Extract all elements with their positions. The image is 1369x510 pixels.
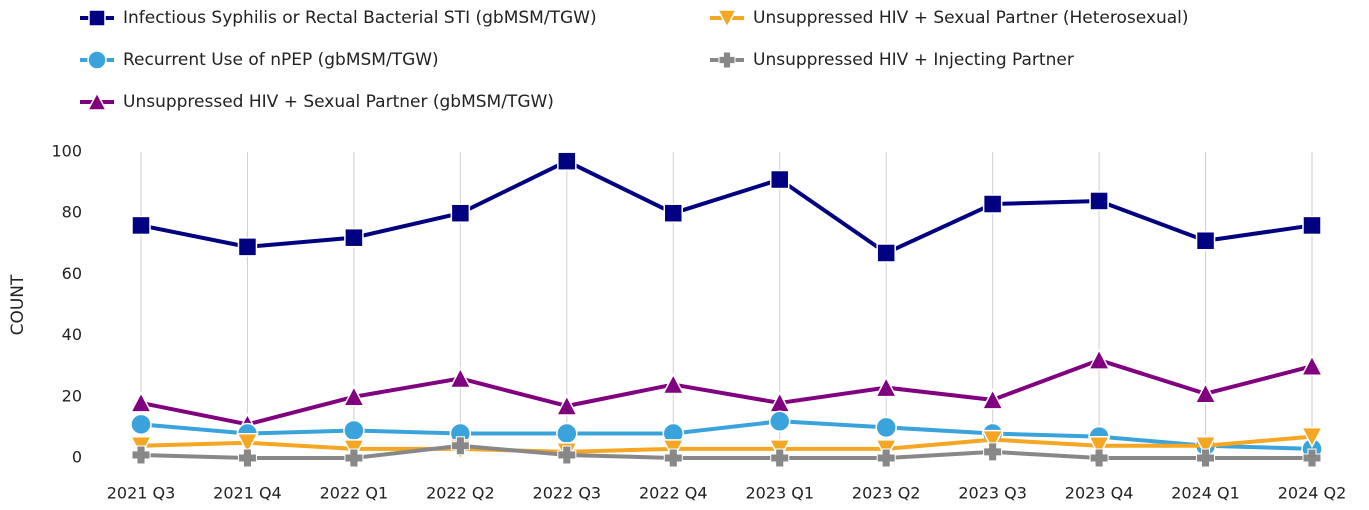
marker <box>344 227 364 248</box>
marker <box>130 413 152 436</box>
legend-label: Unsuppressed HIV + Injecting Partner <box>753 50 1074 70</box>
marker <box>450 436 470 456</box>
x-tick-label: 2022 Q4 <box>639 484 708 503</box>
legend-label: Infectious Syphilis or Rectal Bacterial … <box>123 8 597 28</box>
x-tick-label: 2023 Q1 <box>745 484 814 503</box>
marker <box>876 243 896 263</box>
marker <box>557 445 577 465</box>
x-tick-label: 2023 Q2 <box>852 484 921 503</box>
marker <box>876 448 896 468</box>
x-tick-label: 2024 Q2 <box>1278 484 1347 503</box>
x-tick-label: 2022 Q3 <box>533 484 602 503</box>
x-tick-label: 2022 Q2 <box>426 484 495 503</box>
marker <box>663 203 684 223</box>
marker <box>875 416 897 439</box>
marker <box>768 410 791 433</box>
legend-label: Unsuppressed HIV + Sexual Partner (Heter… <box>753 8 1189 28</box>
legend-label: Recurrent Use of nPEP (gbMSM/TGW) <box>123 50 439 70</box>
marker <box>343 419 365 442</box>
marker <box>1300 426 1324 449</box>
marker <box>1194 382 1217 404</box>
y-tick-label: 40 <box>62 325 82 344</box>
marker <box>981 429 1004 452</box>
marker <box>983 442 1003 462</box>
marker <box>981 388 1004 410</box>
series-line <box>140 419 1313 451</box>
series-line <box>140 159 1313 255</box>
x-tick-label: 2022 Q1 <box>320 484 389 503</box>
marker <box>1300 354 1324 376</box>
y-tick-label: 80 <box>62 203 82 222</box>
marker <box>556 422 578 445</box>
marker <box>982 194 1003 214</box>
marker <box>557 151 577 171</box>
marker <box>131 445 151 465</box>
y-tick-label: 0 <box>72 448 82 467</box>
marker <box>342 385 366 407</box>
marker <box>1302 448 1322 468</box>
y-tick-label: 60 <box>62 264 82 283</box>
marker <box>1302 215 1322 236</box>
marker <box>1087 436 1111 458</box>
series-line <box>140 443 1312 460</box>
legend-label: Unsuppressed HIV + Sexual Partner (gbMSM… <box>123 92 554 112</box>
marker <box>131 215 151 236</box>
marker <box>86 91 108 111</box>
marker <box>1089 448 1109 468</box>
marker <box>236 432 259 455</box>
marker <box>716 9 738 29</box>
marker <box>1196 448 1216 468</box>
marker <box>87 50 107 70</box>
marker <box>450 203 471 223</box>
marker <box>555 394 579 416</box>
y-axis-label: COUNT <box>8 274 28 335</box>
x-tick-label: 2023 Q3 <box>958 484 1027 503</box>
marker <box>237 237 258 257</box>
marker <box>1089 191 1109 211</box>
series-line <box>140 358 1313 427</box>
marker <box>237 448 257 468</box>
marker <box>1194 436 1217 458</box>
x-tick-label: 2021 Q3 <box>107 484 176 503</box>
x-tick-label: 2021 Q4 <box>213 484 282 503</box>
series-line <box>140 434 1313 454</box>
marker <box>718 51 736 69</box>
x-tick-label: 2023 Q4 <box>1065 484 1134 503</box>
marker <box>1087 348 1111 370</box>
marker <box>874 376 898 398</box>
y-tick-label: 20 <box>62 386 82 405</box>
marker <box>1195 230 1216 251</box>
marker <box>129 391 153 413</box>
y-tick-label: 100 <box>51 142 82 161</box>
marker <box>770 448 790 468</box>
marker <box>449 366 472 389</box>
marker <box>663 448 683 468</box>
marker <box>88 9 106 27</box>
x-tick-label: 2024 Q1 <box>1171 484 1240 503</box>
marker <box>344 448 364 468</box>
marker <box>769 169 790 190</box>
marker <box>662 372 685 395</box>
